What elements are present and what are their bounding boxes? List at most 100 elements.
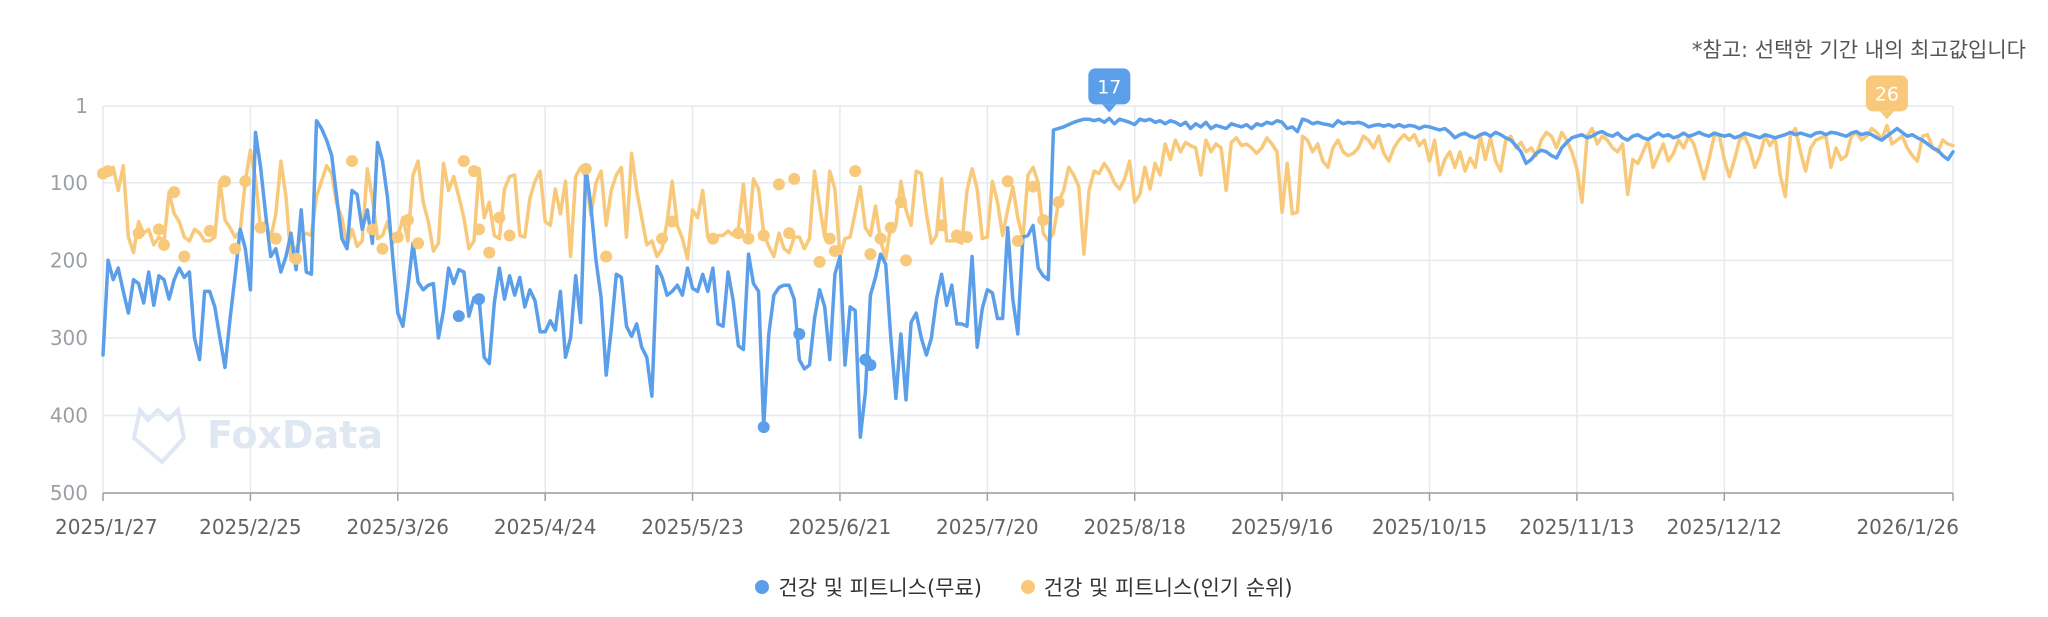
data-point-free	[473, 293, 486, 306]
x-tick-label: 2025/10/15	[1372, 515, 1487, 539]
legend-dot-popular-icon	[1020, 580, 1035, 594]
data-point-popular	[493, 211, 506, 224]
data-point-popular	[102, 165, 115, 178]
peak-bubble-pointer	[1879, 111, 1894, 120]
x-tick-label: 2025/3/26	[346, 515, 449, 539]
data-point-popular	[1037, 214, 1050, 227]
data-point-popular	[813, 255, 826, 268]
data-point-popular	[874, 232, 887, 245]
peak-bubble-free: 17	[1088, 68, 1131, 113]
data-point-popular	[1011, 234, 1024, 247]
data-point-popular	[900, 254, 913, 267]
data-point-popular	[473, 223, 486, 236]
data-point-popular	[950, 229, 963, 242]
data-point-free	[452, 310, 465, 323]
series-line-popular	[101, 123, 1955, 263]
legend: 건강 및 피트니스(무료) 건강 및 피트니스(인기 순위)	[0, 572, 2048, 602]
data-point-popular	[178, 250, 191, 263]
data-point-popular	[788, 172, 801, 185]
rank-line-chart: FoxData 1 100 200 300 400 500 2025/1/27 2025/2…	[50, 68, 1959, 539]
data-point-popular	[935, 219, 948, 232]
data-point-popular	[412, 237, 425, 250]
y-axis-ticks: 1 100 200 300 400 500	[50, 94, 88, 505]
x-tick-label: 2025/12/12	[1667, 515, 1782, 539]
data-point-popular	[579, 162, 592, 175]
x-tick-label: 2025/11/13	[1519, 515, 1634, 539]
data-point-popular	[218, 175, 231, 188]
data-point-popular	[203, 224, 216, 237]
y-tick-label: 500	[50, 481, 88, 505]
data-point-free	[757, 421, 770, 434]
data-point-popular	[152, 223, 165, 236]
y-tick-label: 100	[50, 171, 88, 195]
data-point-popular	[783, 227, 796, 240]
data-point-popular	[656, 232, 669, 245]
legend-item-free[interactable]: 건강 및 피트니스(무료)	[755, 572, 982, 602]
data-point-popular	[864, 248, 877, 261]
data-point-popular	[168, 186, 181, 199]
data-point-popular	[290, 252, 303, 265]
data-point-popular	[269, 232, 282, 245]
y-tick-label: 300	[50, 326, 88, 350]
x-axis: 2025/1/27 2025/2/25 2025/3/26 2025/4/24 2025…	[55, 492, 1959, 539]
legend-item-popular[interactable]: 건강 및 피트니스(인기 순위)	[1020, 572, 1293, 602]
x-tick-label: 2025/6/21	[789, 515, 892, 539]
x-tick-label: 2026/1/26	[1856, 515, 1959, 539]
series-markers	[97, 155, 1065, 434]
data-point-popular	[849, 165, 862, 178]
data-point-popular	[894, 196, 907, 209]
data-point-popular	[1052, 196, 1065, 209]
data-point-popular	[132, 227, 145, 240]
data-point-popular	[757, 229, 770, 242]
data-point-popular	[884, 221, 897, 234]
y-tick-label: 1	[75, 94, 88, 118]
x-tick-label: 2025/7/20	[936, 515, 1039, 539]
legend-label-free: 건강 및 피트니스(무료)	[778, 576, 982, 600]
data-point-popular	[229, 242, 242, 255]
legend-dot-free-icon	[755, 580, 770, 594]
data-point-popular	[239, 175, 252, 188]
data-point-popular	[600, 250, 613, 263]
x-tick-label: 2025/9/16	[1231, 515, 1334, 539]
x-tick-label: 2025/1/27	[55, 515, 158, 539]
peak-bubbles: 17 26	[1088, 68, 1908, 120]
x-tick-label: 2025/2/25	[199, 515, 302, 539]
fox-logo-icon	[131, 405, 187, 465]
watermark-text: FoxData	[207, 413, 383, 457]
data-point-popular	[742, 232, 755, 245]
data-point-popular	[503, 229, 516, 242]
data-point-popular	[376, 242, 389, 255]
series-lines	[101, 116, 1955, 439]
data-point-free	[864, 359, 877, 372]
data-point-popular	[483, 246, 496, 259]
data-point-popular	[706, 232, 719, 245]
x-tick-label: 2025/5/23	[641, 515, 744, 539]
y-tick-label: 200	[50, 248, 88, 272]
peak-bubble-label: 26	[1875, 83, 1899, 105]
data-point-popular	[254, 221, 267, 234]
data-point-popular	[961, 231, 974, 244]
data-point-popular	[366, 223, 379, 236]
data-point-popular	[666, 215, 679, 228]
peak-bubble-popular: 26	[1865, 75, 1908, 120]
peak-bubble-pointer	[1102, 104, 1117, 113]
legend-label-popular: 건강 및 피트니스(인기 순위)	[1043, 576, 1293, 600]
data-point-popular	[772, 178, 785, 191]
data-point-popular	[468, 165, 481, 178]
y-tick-label: 400	[50, 403, 88, 427]
peak-bubble-box	[1865, 75, 1908, 112]
peak-bubble-box	[1088, 68, 1131, 105]
watermark: FoxData	[131, 405, 383, 465]
data-point-popular	[823, 232, 836, 245]
data-point-popular	[1027, 180, 1040, 193]
data-point-popular	[828, 245, 841, 258]
x-tick-label: 2025/4/24	[494, 515, 597, 539]
series-line-free	[101, 116, 1955, 439]
data-point-popular	[346, 155, 359, 168]
data-point-popular	[401, 214, 414, 227]
data-point-popular	[391, 231, 404, 244]
data-point-free	[793, 328, 806, 341]
data-point-popular	[157, 238, 170, 251]
data-point-popular	[1001, 175, 1014, 188]
peak-note: *참고: 선택한 기간 내의 최고값입니다	[1691, 38, 2026, 62]
